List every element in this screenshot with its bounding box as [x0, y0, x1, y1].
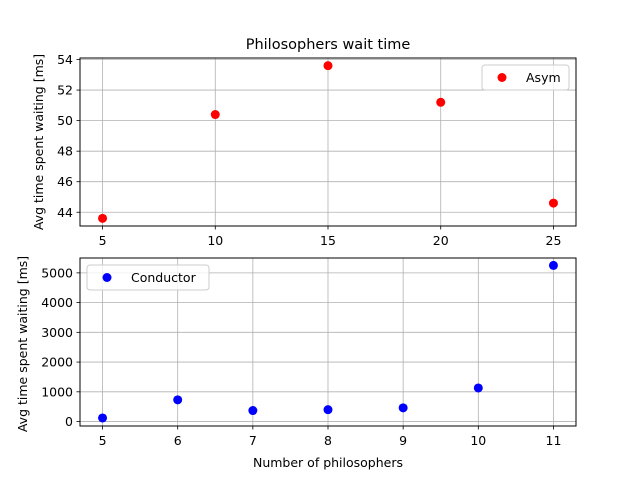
bottom-y-axis-label: Avg time spent waiting [ms] [15, 256, 30, 432]
top-legend-marker [497, 73, 507, 82]
bottom-data-point [548, 260, 558, 270]
top-legend-box [481, 64, 570, 91]
bottom-y-tick-label: 3000 [41, 325, 73, 340]
top-y-tick-label: 44 [57, 205, 73, 220]
bottom-x-tick-label: 5 [99, 433, 107, 448]
bottom-data-point [398, 403, 408, 413]
top-y-tick-label: 50 [57, 113, 73, 128]
bottom-legend-marker [102, 273, 112, 282]
top-markers [98, 61, 558, 223]
bottom-y-tick-label: 1000 [41, 384, 73, 399]
bottom-data-point [248, 406, 258, 416]
bottom-y-tick-label: 0 [65, 414, 73, 429]
top-x-tick-label: 15 [320, 233, 336, 248]
bottom-x-ticks: 5 6 7 8 9 10 11 [99, 426, 562, 448]
top-data-point [210, 110, 220, 120]
top-data-point [436, 97, 446, 107]
top-x-tick-label: 10 [207, 233, 223, 248]
top-data-point [98, 213, 108, 223]
bottom-grid [80, 258, 576, 426]
top-y-tick-label: 54 [57, 52, 73, 67]
top-data-point [323, 61, 333, 71]
bottom-x-tick-label: 11 [546, 433, 562, 448]
chart-title: Philosophers wait time [246, 37, 411, 53]
top-y-tick-label: 48 [57, 144, 73, 159]
bottom-y-tick-label: 5000 [41, 265, 73, 280]
top-legend-label: Asym [526, 70, 561, 85]
bottom-markers [98, 260, 558, 423]
top-x-tick-label: 5 [99, 233, 107, 248]
bottom-data-point [323, 405, 333, 415]
bottom-data-point [98, 413, 108, 423]
x-axis-label: Number of philosophers [253, 455, 403, 470]
bottom-data-point [173, 395, 183, 405]
bottom-x-tick-label: 6 [174, 433, 182, 448]
top-y-tick-label: 46 [57, 174, 73, 189]
bottom-legend: Conductor [86, 264, 210, 291]
bottom-x-tick-label: 10 [470, 433, 486, 448]
bottom-x-tick-label: 7 [249, 433, 257, 448]
bottom-x-tick-label: 8 [324, 433, 332, 448]
top-data-point [548, 198, 558, 208]
bottom-subplot: 5 6 7 8 9 10 11 0 1000 2000 3000 4000 5000 Avg time… [15, 256, 577, 470]
bottom-y-tick-label: 4000 [41, 295, 73, 310]
top-x-tick-label: 20 [433, 233, 449, 248]
top-y-axis-label: Avg time spent waiting [ms] [31, 54, 46, 230]
bottom-y-tick-label: 2000 [41, 355, 73, 370]
top-grid [80, 58, 576, 226]
top-y-tick-label: 52 [57, 83, 73, 98]
bottom-x-tick-label: 9 [399, 433, 407, 448]
top-subplot: Philosophers wait time 5 10 15 20 25 44 46 48 5… [31, 37, 577, 248]
bottom-legend-label: Conductor [131, 270, 197, 285]
top-legend: Asym [481, 64, 570, 91]
top-x-tick-label: 25 [546, 233, 562, 248]
top-x-ticks: 5 10 15 20 25 [99, 226, 562, 248]
bottom-y-ticks: 0 1000 2000 3000 4000 5000 [41, 265, 80, 429]
bottom-legend-box [86, 264, 210, 291]
bottom-data-point [473, 383, 483, 393]
top-y-ticks: 44 46 48 50 52 54 [57, 52, 80, 220]
